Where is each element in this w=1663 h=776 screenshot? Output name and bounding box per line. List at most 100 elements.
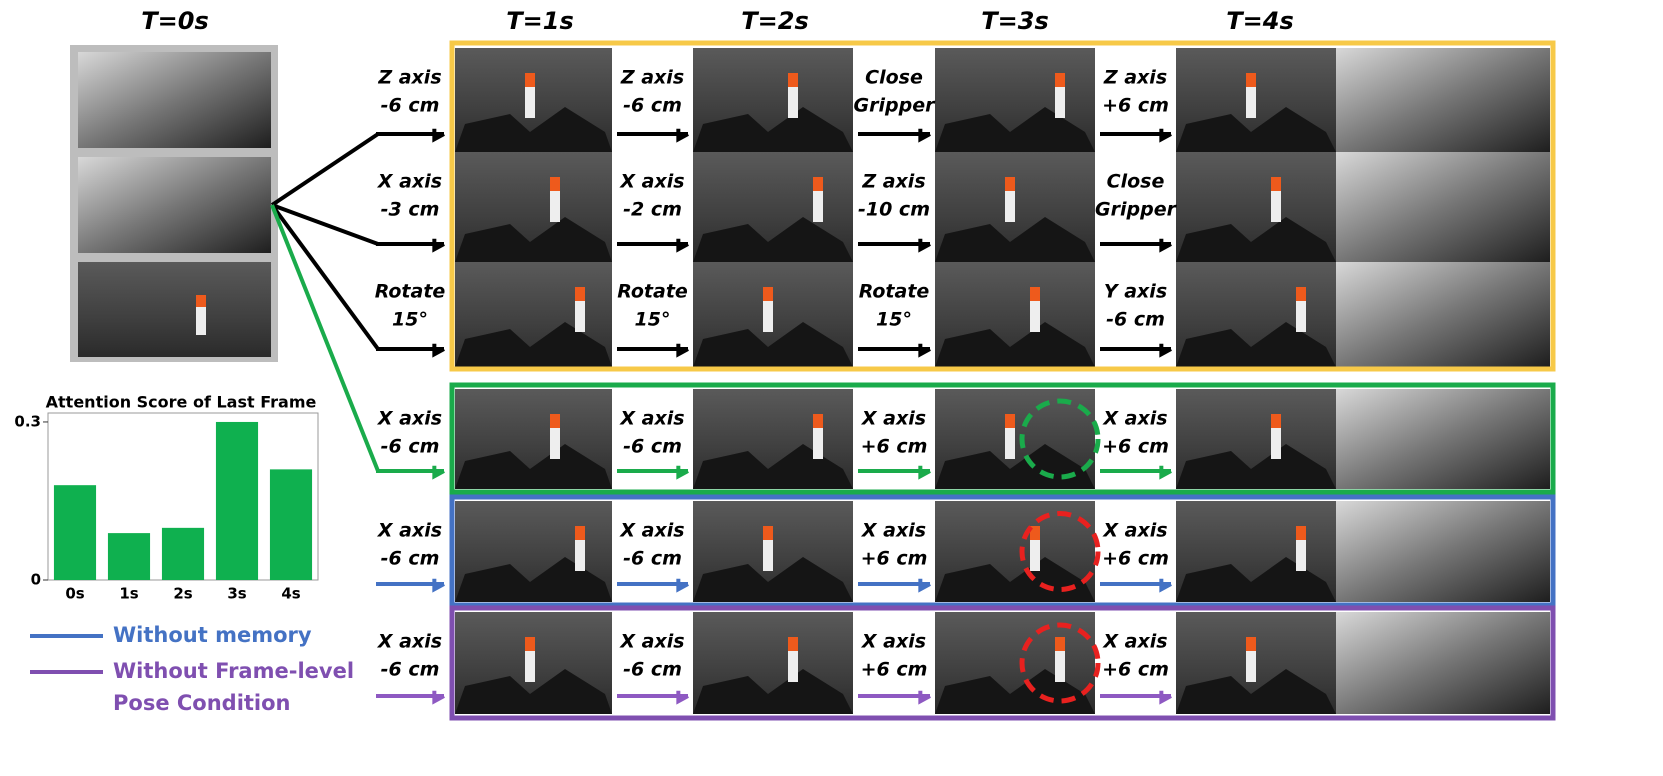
- image-gripper: [1176, 669, 1336, 714]
- group-box: [449, 40, 1556, 372]
- highlight-circle: [1019, 622, 1101, 704]
- action-arrow-head: [676, 690, 689, 705]
- action-label: Gripper: [1095, 199, 1178, 221]
- image: [1336, 501, 1550, 602]
- bar: [53, 485, 97, 580]
- image-gripper: [455, 217, 612, 262]
- image-marker: [1005, 414, 1015, 459]
- image-marker: [1246, 637, 1256, 651]
- image-marker: [813, 177, 823, 191]
- action-label: 15°: [876, 309, 912, 331]
- image-marker: [1005, 414, 1015, 428]
- image-gripper: [935, 557, 1095, 602]
- chart-title: Attention Score of Last Frame: [46, 393, 317, 412]
- action-arrow-head: [918, 343, 931, 358]
- action-arrow-head: [432, 465, 445, 480]
- highlight-circle: [1019, 511, 1101, 592]
- action-label: Close: [865, 67, 923, 89]
- x-tick-label: 1s: [119, 585, 138, 603]
- action-arrow-head: [432, 128, 445, 143]
- action-arrow-head: [1159, 465, 1172, 480]
- branch-line: [270, 204, 380, 472]
- group-box: [449, 494, 1556, 608]
- image-marker: [1030, 287, 1040, 301]
- image-marker: [763, 526, 773, 571]
- image: [1336, 48, 1550, 152]
- image-gripper: [935, 217, 1095, 262]
- action-label: +6 cm: [1102, 548, 1169, 570]
- action-label: -6 cm: [623, 436, 682, 458]
- image-gripper: [1176, 444, 1336, 489]
- image-marker: [1246, 637, 1256, 682]
- image: [1336, 612, 1550, 714]
- image: [78, 157, 271, 253]
- time-header: T=2s: [741, 7, 808, 35]
- legend-label: Without Frame-level: [113, 659, 354, 683]
- image-gripper: [455, 669, 612, 714]
- action-label: +6 cm: [1102, 659, 1169, 681]
- action-label: -3 cm: [381, 199, 440, 221]
- legend-label: Without memory: [113, 623, 312, 647]
- bar: [215, 421, 259, 580]
- action-arrow-head: [432, 690, 445, 705]
- image-gripper: [935, 444, 1095, 489]
- image-marker: [575, 287, 585, 332]
- action-label: +6 cm: [1102, 436, 1169, 458]
- image-marker: [1271, 414, 1281, 428]
- action-arrow-head: [918, 690, 931, 705]
- x-tick-label: 2s: [173, 585, 192, 603]
- image-marker: [788, 637, 798, 651]
- image-gripper: [455, 444, 612, 489]
- action-arrow-head: [676, 128, 689, 143]
- image-marker: [575, 287, 585, 301]
- action-arrow-head: [676, 343, 689, 358]
- image-marker: [575, 526, 585, 540]
- highlight-circle: [1019, 398, 1101, 480]
- action-label: X axis: [619, 408, 684, 430]
- action-label: -6 cm: [381, 95, 440, 117]
- image-marker: [1030, 287, 1040, 332]
- image: [1336, 152, 1550, 262]
- action-arrow-head: [432, 578, 445, 593]
- image-marker: [788, 637, 798, 682]
- time-header: T=3s: [981, 7, 1048, 35]
- image-marker: [525, 73, 535, 87]
- image-gripper: [1176, 217, 1336, 262]
- action-label: X axis: [377, 408, 442, 430]
- action-label: X axis: [377, 171, 442, 193]
- action-label: X axis: [619, 520, 684, 542]
- action-arrow-head: [1159, 238, 1172, 253]
- action-label: +6 cm: [1102, 95, 1169, 117]
- image-gripper: [693, 217, 853, 262]
- image-marker: [550, 177, 560, 222]
- y-tick-label: 0: [31, 571, 41, 589]
- image-gripper: [455, 107, 612, 152]
- action-label: +6 cm: [861, 548, 928, 570]
- image-marker: [1055, 73, 1065, 87]
- image-gripper: [693, 107, 853, 152]
- image-marker: [196, 295, 206, 307]
- action-label: +6 cm: [861, 436, 928, 458]
- bar: [269, 469, 313, 580]
- action-label: -6 cm: [381, 436, 440, 458]
- action-label: X axis: [861, 520, 926, 542]
- action-label: -6 cm: [623, 659, 682, 681]
- action-arrow-head: [1159, 578, 1172, 593]
- group-box: [449, 382, 1556, 495]
- action-label: Z axis: [1103, 67, 1167, 89]
- action-label: -6 cm: [381, 548, 440, 570]
- image-marker: [763, 526, 773, 540]
- action-label: Z axis: [377, 67, 441, 89]
- action-label: -10 cm: [858, 199, 930, 221]
- image-marker: [788, 73, 798, 87]
- action-label: X axis: [619, 631, 684, 653]
- image-marker: [525, 73, 535, 118]
- image-marker: [550, 414, 560, 459]
- action-label: X axis: [377, 520, 442, 542]
- time-header: T=0s: [141, 7, 208, 35]
- action-arrow-head: [432, 343, 445, 358]
- image-marker: [550, 177, 560, 191]
- branch-line: [270, 203, 380, 351]
- image-marker: [1030, 526, 1040, 540]
